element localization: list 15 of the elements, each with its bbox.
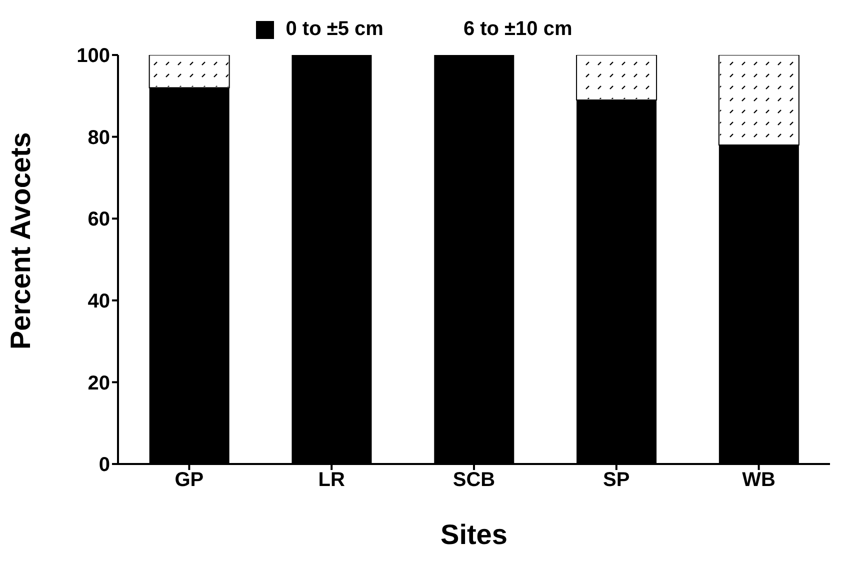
y-tick-label: 60 [88, 208, 110, 231]
y-tick-label: 40 [88, 290, 110, 312]
x-tick-label: SP [603, 469, 630, 492]
x-tick-label: SCB [452, 469, 496, 492]
x-axis-title: Sites [440, 519, 508, 550]
y-tick-label: 100 [76, 45, 110, 68]
legend-label: 0 to ±5 cm [286, 18, 384, 40]
y-tick-label: 80 [88, 126, 110, 149]
y-axis-title: Percent Avocets [4, 132, 36, 350]
x-tick-label: WB [742, 469, 776, 492]
y-tick-label: 0 [98, 454, 110, 476]
series-label: 6 to ±10 cm [463, 18, 572, 40]
y-tick-label: 20 [88, 372, 110, 394]
x-tick-label: GP [174, 469, 204, 492]
x-tick-label: LR [318, 469, 346, 492]
